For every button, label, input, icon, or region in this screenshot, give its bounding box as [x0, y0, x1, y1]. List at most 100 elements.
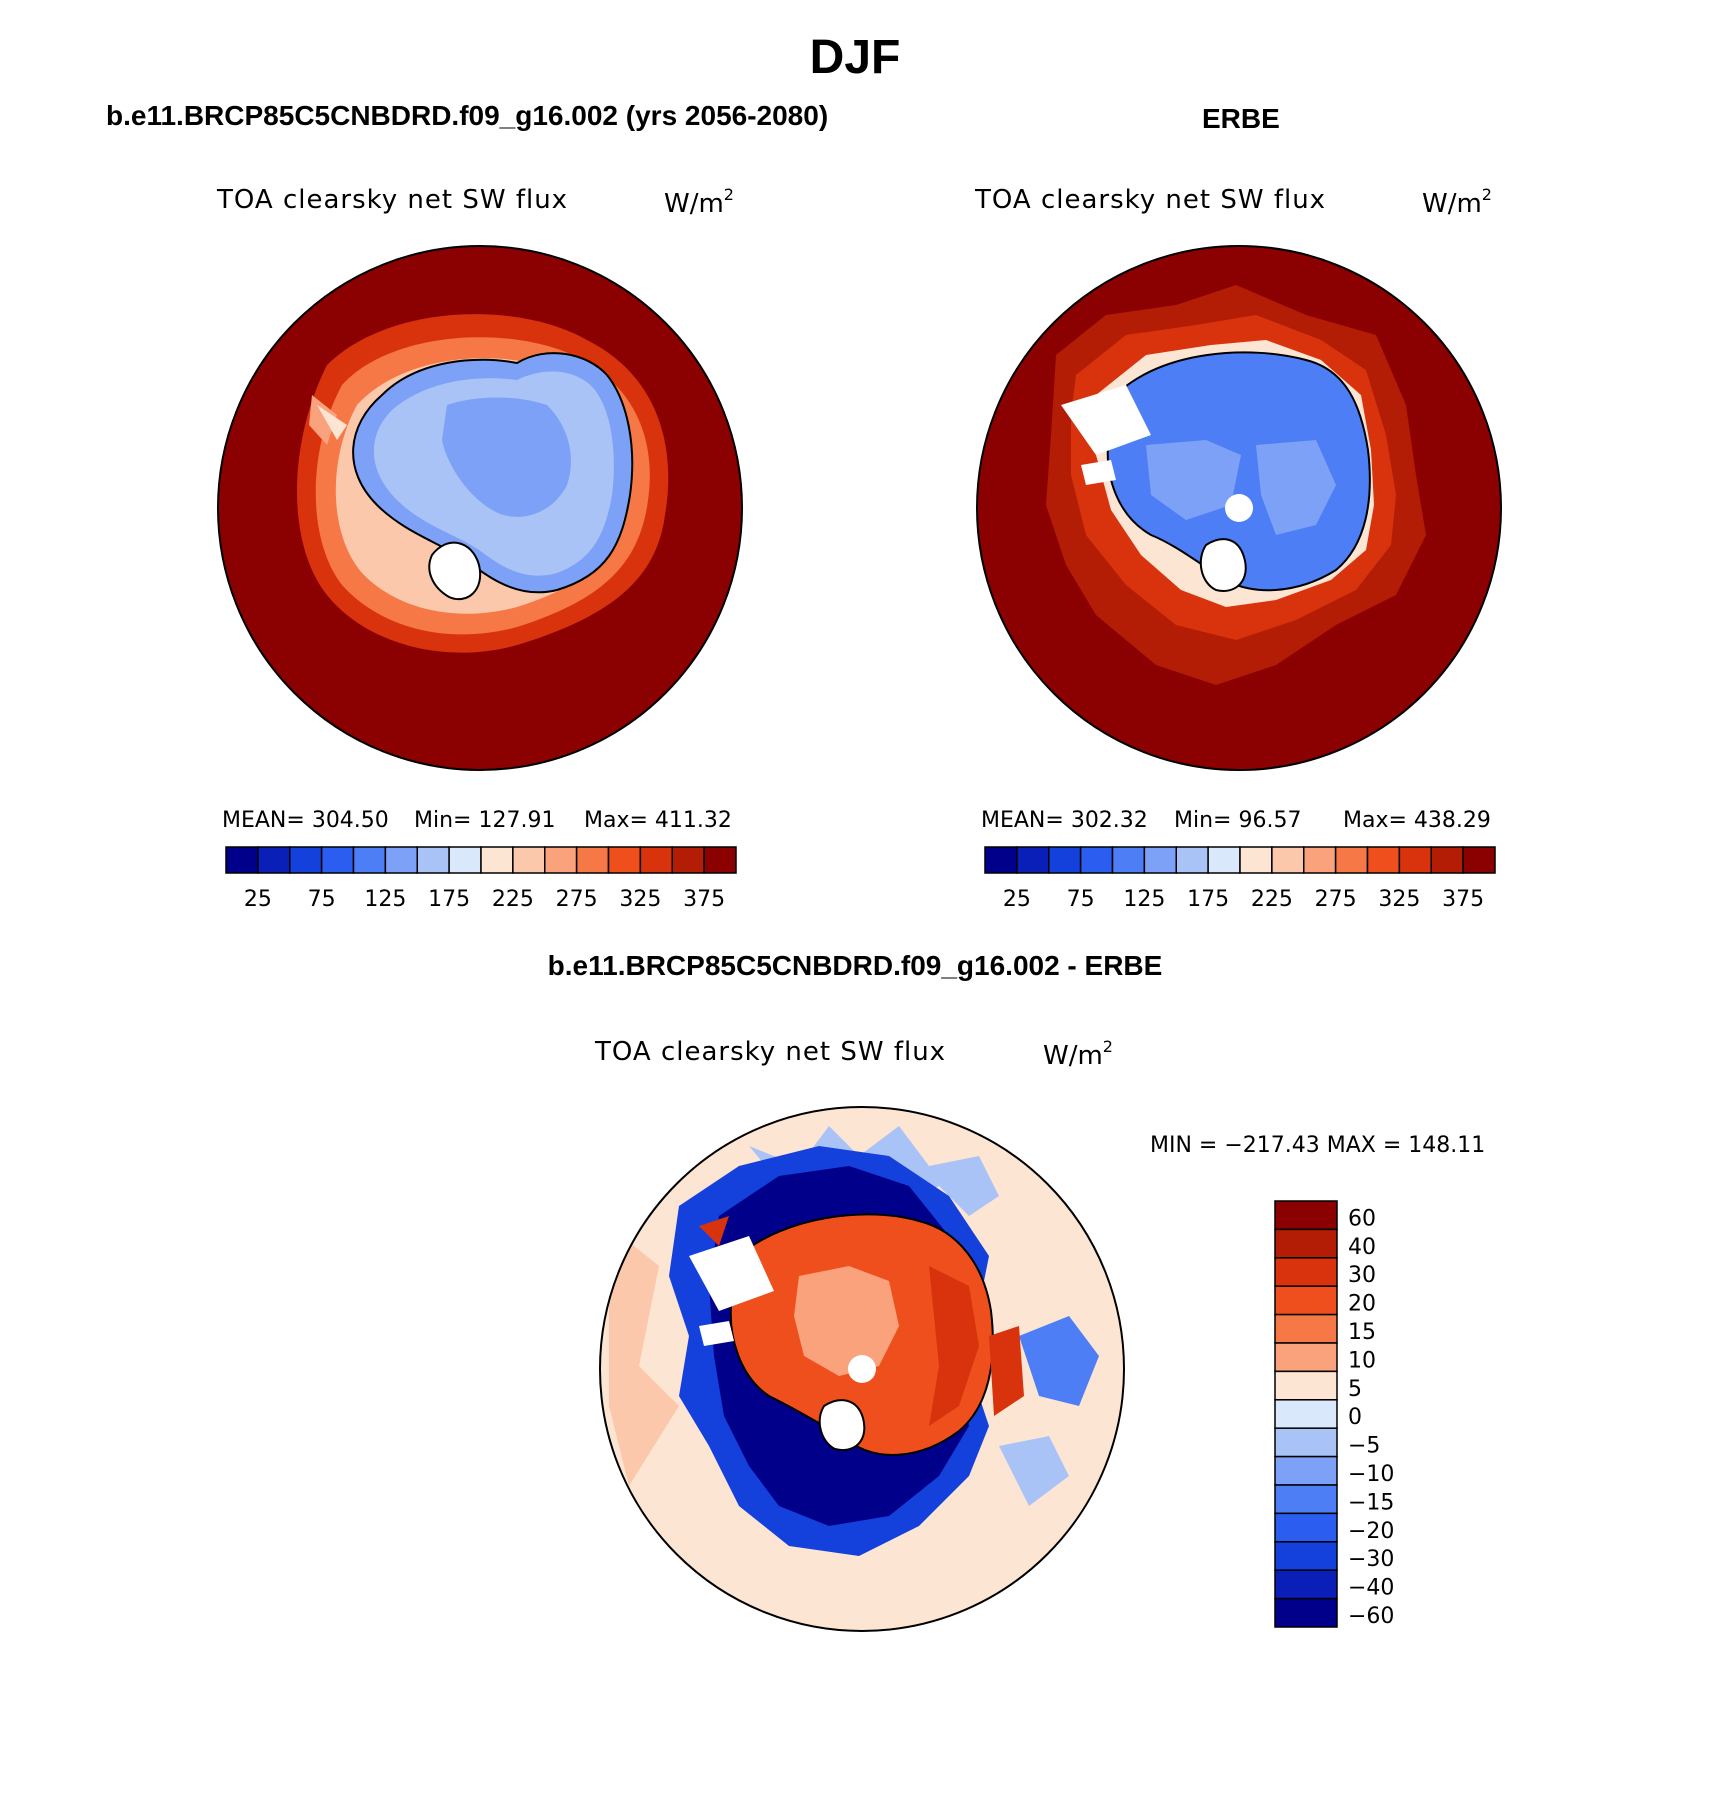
colorbar-box [1274, 1427, 1338, 1458]
colorbar-box [1274, 1342, 1338, 1373]
colorbar-box [1175, 846, 1209, 874]
colorbar-box [1334, 846, 1369, 874]
colorbar-box [1274, 1541, 1338, 1571]
colorbar-tick-label: 325 [619, 887, 661, 912]
colorbar-box [448, 846, 482, 874]
colorbar-box [984, 846, 1018, 874]
colorbar-box [1274, 1399, 1338, 1429]
difference-colorbar: 60 40 30 20 15 10 5 0 −5 −10 −15 −20 −30 −40 −60 [1274, 1200, 1394, 1629]
colorbar-box [416, 846, 450, 874]
diff-units-label: W/m2 [1043, 1037, 1113, 1071]
colorbar-box [289, 846, 323, 874]
colorbar-tick-label: 40 [1348, 1235, 1376, 1260]
colorbar-tick-label: 275 [1315, 887, 1357, 912]
colorbar-tick-label: −40 [1348, 1576, 1394, 1601]
colorbar-box [1274, 1370, 1338, 1401]
colorbar-box [1048, 846, 1082, 874]
colorbar-box [225, 846, 259, 874]
colorbar-tick-label: 60 [1348, 1206, 1376, 1231]
colorbar-box [352, 846, 387, 874]
colorbar-box [1462, 846, 1496, 874]
colorbar-box [639, 846, 673, 874]
colorbar-tick-label: 75 [308, 887, 336, 912]
colorbar-tick-label: 75 [1067, 887, 1095, 912]
colorbar-tick-label: −15 [1348, 1490, 1394, 1515]
colorbar-tick-label: 25 [1003, 887, 1031, 912]
colorbar-tick-label: 10 [1348, 1348, 1376, 1373]
colorbar-tick-label: 225 [1251, 887, 1293, 912]
colorbar-tick-label: 125 [364, 887, 406, 912]
colorbar-tick-label: 275 [556, 887, 598, 912]
diff-minmax-stat: MIN = −217.43 MAX = 148.11 [1150, 1133, 1486, 1158]
colorbar-tick-label: 0 [1348, 1405, 1362, 1430]
colorbar-box [1079, 846, 1114, 874]
colorbar-tick-label: −20 [1348, 1519, 1394, 1544]
colorbar-box [671, 846, 705, 874]
right-units-label: W/m2 [1422, 185, 1492, 219]
left-panel-title: b.e11.BRCP85C5CNBDRD.f09_g16.002 (yrs 20… [106, 100, 829, 131]
left-colorbar: 25 75 125 175 225 275 325 375 [225, 846, 737, 912]
left-units-label: W/m2 [664, 185, 734, 219]
colorbar-tick-label: −5 [1348, 1434, 1380, 1459]
colorbar-box [1274, 1228, 1338, 1259]
colorbar-box [384, 846, 418, 874]
colorbar-box [1207, 846, 1241, 874]
colorbar-box [1143, 846, 1177, 874]
colorbar-tick-label: 175 [428, 887, 470, 912]
difference-panel-title: b.e11.BRCP85C5CNBDRD.f09_g16.002 - ERBE [547, 950, 1163, 981]
colorbar-box [257, 846, 291, 874]
colorbar-tick-label: −10 [1348, 1462, 1394, 1487]
colorbar-tick-label: 5 [1348, 1377, 1362, 1402]
colorbar-box [1239, 846, 1273, 874]
colorbar-tick-label: −30 [1348, 1547, 1394, 1572]
difference-polar-map [599, 1106, 1125, 1632]
colorbar-box [1274, 1512, 1338, 1543]
colorbar-tick-label: 325 [1378, 887, 1420, 912]
left-polar-map [217, 245, 743, 771]
right-variable-label: TOA clearsky net SW flux [975, 185, 1327, 215]
colorbar-box [1016, 846, 1050, 874]
figure-title: DJF [809, 31, 901, 84]
colorbar-box [1111, 846, 1146, 874]
colorbar-box [1274, 1257, 1338, 1287]
right-max-stat: Max= 438.29 [1343, 808, 1491, 833]
left-min-stat: Min= 127.91 [414, 808, 556, 833]
colorbar-box [1366, 846, 1401, 874]
diff-variable-label: TOA clearsky net SW flux [595, 1037, 947, 1067]
colorbar-tick-label: 175 [1187, 887, 1229, 912]
colorbar-box [1274, 1484, 1338, 1515]
colorbar-box [1271, 846, 1305, 874]
colorbar-tick-label: 125 [1123, 887, 1165, 912]
right-colorbar: 25 75 125 175 225 275 325 375 [984, 846, 1496, 912]
colorbar-box [1274, 1597, 1338, 1628]
colorbar-box [480, 846, 514, 874]
right-panel-title: ERBE [1202, 103, 1280, 134]
right-polar-map [976, 245, 1502, 771]
colorbar-box [1274, 1569, 1338, 1600]
colorbar-box [703, 846, 737, 874]
colorbar-tick-label: 15 [1348, 1320, 1376, 1345]
colorbar-box [1303, 846, 1337, 874]
colorbar-box [607, 846, 642, 874]
colorbar-box [1274, 1455, 1338, 1486]
left-max-stat: Max= 411.32 [584, 808, 732, 833]
left-variable-label: TOA clearsky net SW flux [217, 185, 569, 215]
colorbar-tick-label: 375 [683, 887, 725, 912]
colorbar-tick-label: 30 [1348, 1263, 1376, 1288]
colorbar-tick-label: −60 [1348, 1604, 1394, 1629]
left-mean-stat: MEAN= 304.50 [222, 808, 389, 833]
colorbar-tick-label: 225 [492, 887, 534, 912]
colorbar-box [512, 846, 546, 874]
colorbar-box [1274, 1200, 1338, 1231]
colorbar-box [1398, 846, 1432, 874]
colorbar-box [544, 846, 578, 874]
colorbar-tick-label: 20 [1348, 1292, 1376, 1317]
colorbar-tick-label: 375 [1442, 887, 1484, 912]
colorbar-box [1274, 1285, 1338, 1316]
colorbar-tick-label: 25 [244, 887, 272, 912]
colorbar-box [1274, 1313, 1338, 1344]
colorbar-box [1430, 846, 1464, 874]
colorbar-box [320, 846, 355, 874]
colorbar-box [575, 846, 610, 874]
right-min-stat: Min= 96.57 [1174, 808, 1302, 833]
